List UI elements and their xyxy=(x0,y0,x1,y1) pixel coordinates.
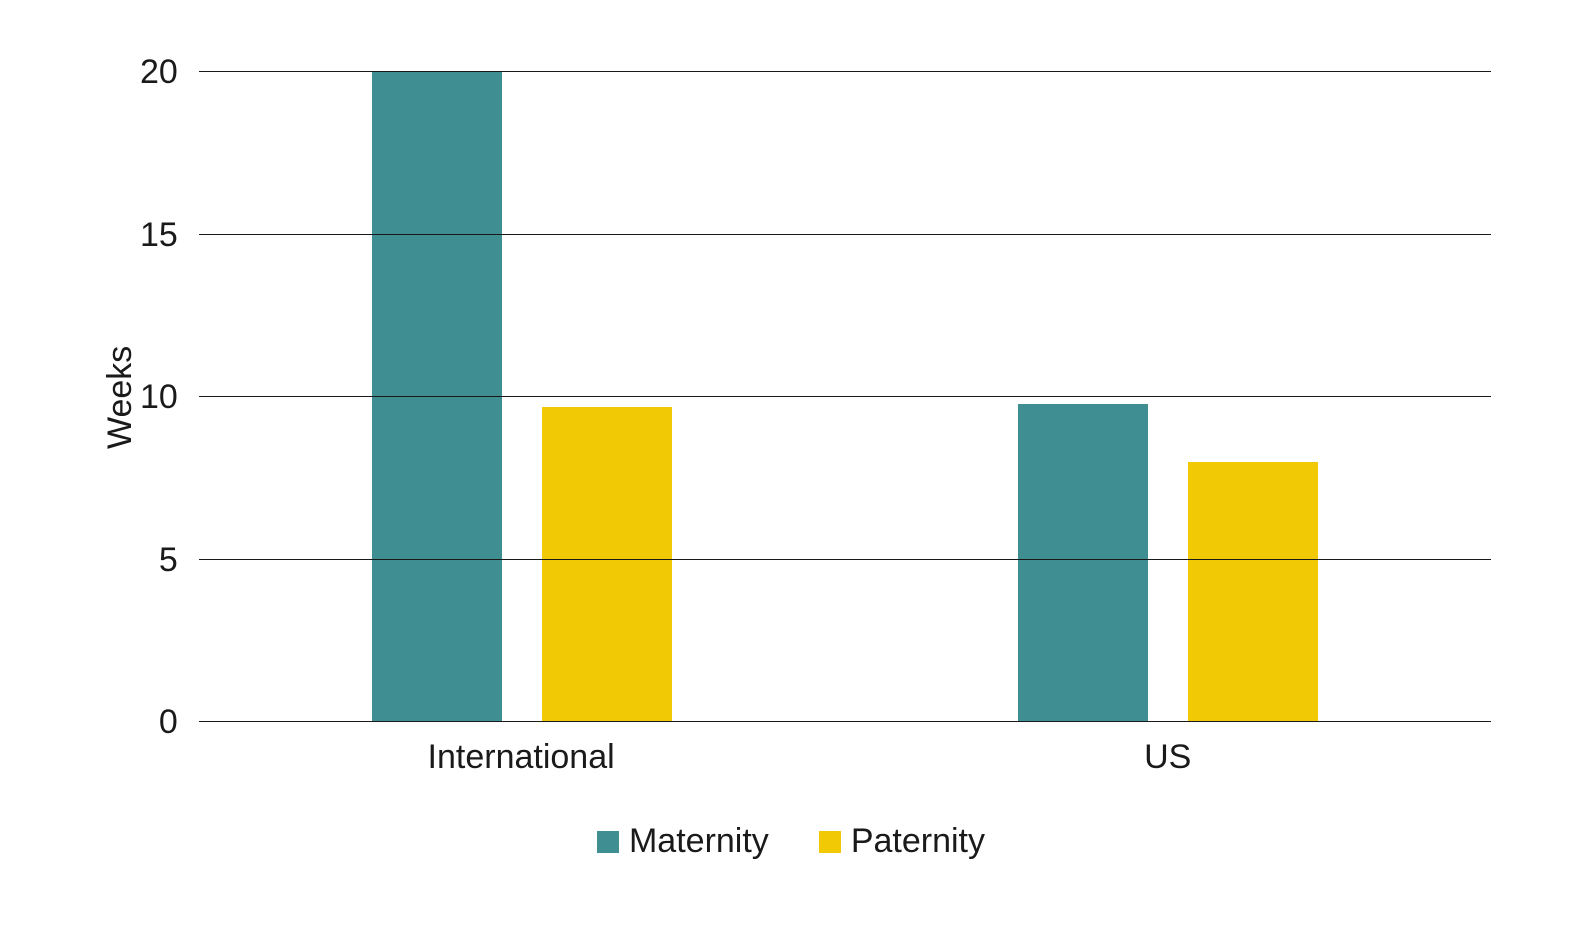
gridline xyxy=(199,71,1491,72)
legend-label: Paternity xyxy=(851,822,985,861)
bar-group xyxy=(845,72,1491,722)
x-axis-labels: InternationalUS xyxy=(198,722,1491,782)
legend-swatch xyxy=(819,831,841,853)
legend-item: Maternity xyxy=(597,822,769,861)
bar xyxy=(1018,404,1148,723)
legend-item: Paternity xyxy=(819,822,985,861)
gridline xyxy=(199,396,1491,397)
bar xyxy=(372,72,502,722)
legend: Maternity Paternity xyxy=(91,822,1491,861)
bar xyxy=(1188,462,1318,722)
bar xyxy=(542,407,672,722)
x-axis-label: US xyxy=(844,738,1491,777)
leave-weeks-chart: Weeks 20151050 InternationalUS Maternity… xyxy=(91,72,1491,861)
gridline xyxy=(199,559,1491,560)
plot-wrap: InternationalUS xyxy=(198,72,1491,782)
bar-group xyxy=(199,72,845,722)
chart-area: Weeks 20151050 InternationalUS xyxy=(91,72,1491,782)
x-axis-label: International xyxy=(198,738,845,777)
gridline xyxy=(199,234,1491,235)
y-axis-label: Weeks xyxy=(91,72,140,722)
plot xyxy=(198,72,1491,722)
gridline xyxy=(199,721,1491,722)
y-axis-ticks: 20151050 xyxy=(140,72,198,722)
legend-label: Maternity xyxy=(629,822,769,861)
legend-swatch xyxy=(597,831,619,853)
bars-layer xyxy=(199,72,1491,722)
